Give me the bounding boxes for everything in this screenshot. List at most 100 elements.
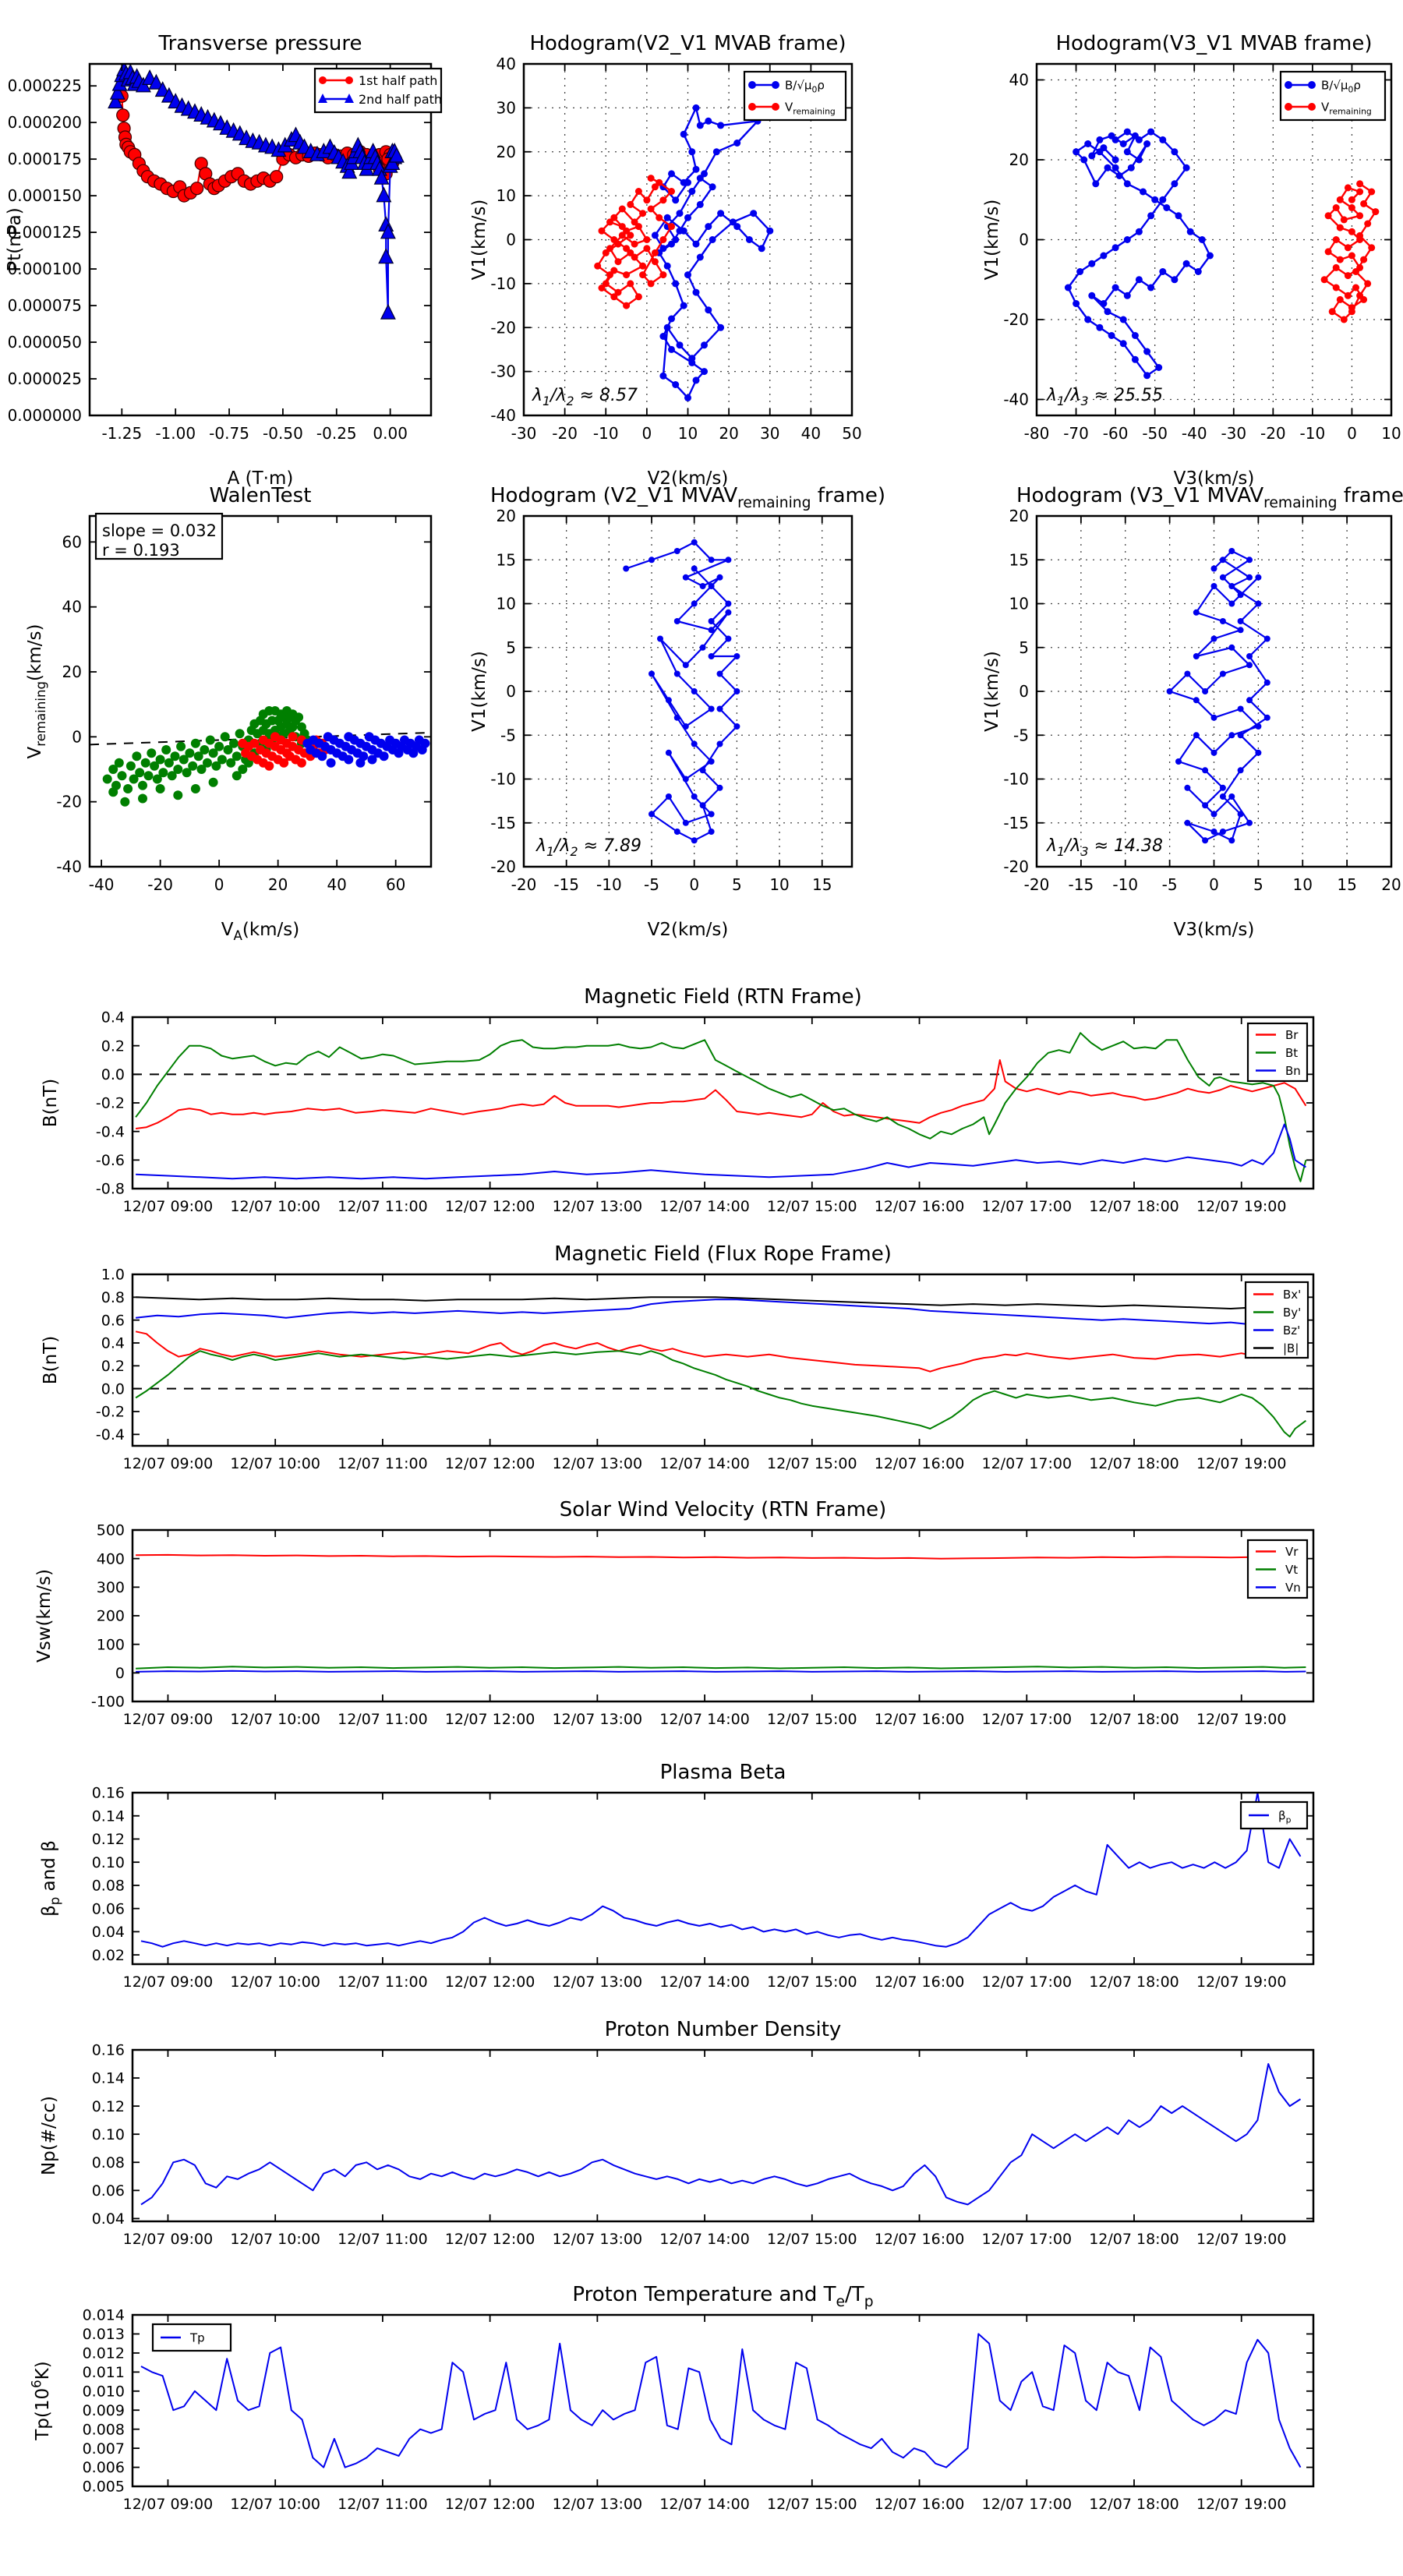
y-tick-label: -5 xyxy=(500,726,516,744)
x-tick-label: 20 xyxy=(1381,875,1401,894)
y-tick-label: 0.005 xyxy=(83,2479,125,2496)
x-tick-label: -0.25 xyxy=(316,424,357,443)
annotation: λ1/λ2 ≈ 8.57 xyxy=(532,386,638,408)
legend-label: B/√μ0ρ xyxy=(1321,78,1361,94)
legend-label: Bx' xyxy=(1283,1288,1301,1302)
y-tick-label: 0.14 xyxy=(92,2070,125,2087)
series-tp xyxy=(140,2333,1302,2468)
plot-background xyxy=(133,1017,1313,1189)
y-tick-label: -15 xyxy=(490,814,516,832)
panel-title: Magnetic Field (Flux Rope Frame) xyxy=(554,1242,892,1266)
y-tick-label: -0.4 xyxy=(96,1123,125,1140)
x-tick-label: 12/07 15:00 xyxy=(767,1455,857,1472)
plot-background xyxy=(133,1274,1313,1446)
x-tick-label: 12/07 16:00 xyxy=(875,1974,965,1991)
annotation: λ1/λ3 ≈ 25.55 xyxy=(1046,386,1163,408)
y-tick-label: 30 xyxy=(497,98,516,117)
y-tick-label: 0.6 xyxy=(101,1312,125,1329)
y-axis-label: V1(km/s) xyxy=(469,651,489,732)
y-tick-label: -0.4 xyxy=(96,1426,125,1443)
y-tick-label: 0 xyxy=(1019,231,1029,249)
x-tick-label: 12/07 12:00 xyxy=(445,1198,535,1215)
x-tick-label: -70 xyxy=(1063,424,1089,443)
x-tick-label: 12/07 10:00 xyxy=(230,1711,320,1728)
annotation: λ1/λ3 ≈ 14.38 xyxy=(1046,836,1163,859)
legend-label: Vremaining xyxy=(1321,100,1372,116)
legend-label: Br xyxy=(1285,1028,1299,1042)
panel-walen-test: -40 -20 0 20 40 60 -40 -20 0 20 40 60 WalenTest VA(km… xyxy=(25,484,433,943)
panel-plasma-beta: 12/07 09:00 12/07 10:00 12/07 11:00 12/07 1… xyxy=(39,1761,1315,1991)
x-tick-label: -1.25 xyxy=(101,424,142,443)
y-tick-label: 20 xyxy=(62,663,82,681)
x-tick-label: 12/07 12:00 xyxy=(445,1974,535,1991)
y-tick-label: 0.08 xyxy=(92,2154,125,2171)
x-axis-label: V3(km/s) xyxy=(1174,920,1255,940)
series-vr xyxy=(136,1553,1306,1560)
panel-hodogram-v2v1-mvab: -30 -20 -10 0 10 20 30 40 50-40-30-20-1001020304… xyxy=(469,32,862,489)
y-tick-label: 0 xyxy=(115,1665,125,1682)
y-tick-label: 0.16 xyxy=(92,2042,125,2059)
x-tick-label: 12/07 19:00 xyxy=(1196,1455,1287,1472)
x-tick-label: 12/07 17:00 xyxy=(981,2231,1072,2248)
annotation-text: λ1/λ3 ≈ 14.38 xyxy=(1046,836,1163,859)
y-tick-label: 15 xyxy=(1009,550,1029,569)
x-tick-label: 5 xyxy=(1253,875,1263,894)
y-axis-label: B(nT) xyxy=(41,1079,61,1127)
x-tick-label: 50 xyxy=(842,424,861,443)
y-axis-label: βp and β xyxy=(39,1840,62,1917)
y-tick-label: 0.006 xyxy=(83,2459,125,2476)
legend: Vr Vt Vn xyxy=(1246,1539,1309,1599)
x-tick-label: 0 xyxy=(642,424,652,443)
y-tick-label: 0.000150 xyxy=(8,186,82,205)
x-tick-label: 12/07 18:00 xyxy=(1089,1198,1179,1215)
series-bz-prime xyxy=(135,1299,1306,1327)
x-tick-label: 12/07 13:00 xyxy=(553,2496,643,2513)
y-tick-label: 0.04 xyxy=(92,2210,125,2228)
x-tick-label: -15 xyxy=(553,875,579,894)
y-tick-label: -20 xyxy=(490,857,516,876)
x-tick-label: -60 xyxy=(1103,424,1129,443)
y-tick-label: 0.000200 xyxy=(8,113,82,132)
panel-proton-density: 12/07 09:00 12/07 10:00 12/07 11:00 12/07 1… xyxy=(39,2018,1315,2248)
x-tick-label: 12/07 13:00 xyxy=(553,1974,643,1991)
x-axis-label: VA(km/s) xyxy=(221,920,300,943)
y-tick-label: 0.2 xyxy=(101,1358,125,1375)
x-tick-label: 12/07 18:00 xyxy=(1089,1974,1179,1991)
panel-hodogram-v3v1-mvav: -20 -15 -10 -5 0 5 10 15 20-20-15-10-505101520Ho… xyxy=(982,484,1403,940)
x-tick-label: -10 xyxy=(593,424,619,443)
x-tick-label: 12/07 13:00 xyxy=(553,1455,643,1472)
y-tick-label: -40 xyxy=(1003,390,1029,409)
x-tick-label: 12/07 14:00 xyxy=(659,2496,750,2513)
y-tick-label: 20 xyxy=(1009,150,1029,169)
axes-frame xyxy=(88,62,433,417)
x-tick-label: 12/07 17:00 xyxy=(981,1974,1072,1991)
y-tick-label: 0.16 xyxy=(92,1785,125,1802)
x-tick-label: 15 xyxy=(1337,875,1356,894)
x-tick-label: 12/07 18:00 xyxy=(1089,2231,1179,2248)
x-tick-label: 12/07 19:00 xyxy=(1196,2231,1287,2248)
y-tick-label: -20 xyxy=(1003,310,1029,329)
panel-title: Transverse pressure xyxy=(158,32,362,55)
y-tick-label: 0.02 xyxy=(92,1947,125,1964)
x-tick-label: 12/07 19:00 xyxy=(1196,1711,1287,1728)
y-tick-label: 20 xyxy=(1009,507,1029,525)
x-tick-label: 12/07 17:00 xyxy=(981,2496,1072,2513)
x-axis-label: V2(km/s) xyxy=(648,468,729,489)
plot-background xyxy=(133,1793,1313,1964)
y-tick-label: -0.8 xyxy=(96,1181,125,1198)
y-tick-label: -15 xyxy=(1003,814,1029,832)
panel-b-fluxrope: 12/07 09:00 12/07 10:00 12/07 11:00 12/07 1… xyxy=(41,1242,1315,1472)
y-tick-label: 10 xyxy=(1009,595,1029,613)
panel-title: Plasma Beta xyxy=(660,1761,786,1784)
y-tick-label: 0.10 xyxy=(92,1854,125,1871)
panel-hodogram-v2v1-mvav: -20 -15 -10 -5 0 5 10 15 -20 -15 -10 -5 0 5 10 15 20Hodo… xyxy=(469,484,885,940)
y-tick-label: 0.06 xyxy=(92,1900,125,1917)
legend-label: Vremaining xyxy=(785,100,836,116)
y-axis-label: V1(km/s) xyxy=(469,200,489,281)
y-tick-label: 0.000225 xyxy=(8,76,82,95)
x-tick-label: -30 xyxy=(511,424,537,443)
series-walen-blue xyxy=(302,732,430,768)
x-tick-label: 12/07 09:00 xyxy=(123,1198,214,1215)
